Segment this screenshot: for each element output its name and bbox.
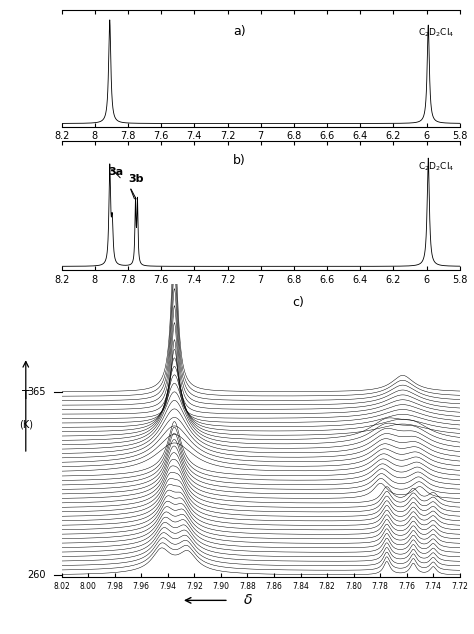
Text: a): a) <box>233 25 246 38</box>
Text: C$_2$D$_2$Cl$_4$: C$_2$D$_2$Cl$_4$ <box>418 26 455 39</box>
Text: 260: 260 <box>27 570 46 580</box>
Text: 3b: 3b <box>128 174 144 184</box>
Text: $\delta$: $\delta$ <box>243 291 253 305</box>
Text: $\delta$: $\delta$ <box>243 593 253 607</box>
Text: 365: 365 <box>27 387 46 397</box>
Text: 3a: 3a <box>109 167 124 178</box>
Text: T: T <box>22 389 30 402</box>
Text: C$_2$D$_2$Cl$_4$: C$_2$D$_2$Cl$_4$ <box>418 160 455 173</box>
Text: b): b) <box>233 154 246 167</box>
Text: c): c) <box>292 296 304 309</box>
Text: (K): (K) <box>19 420 33 430</box>
